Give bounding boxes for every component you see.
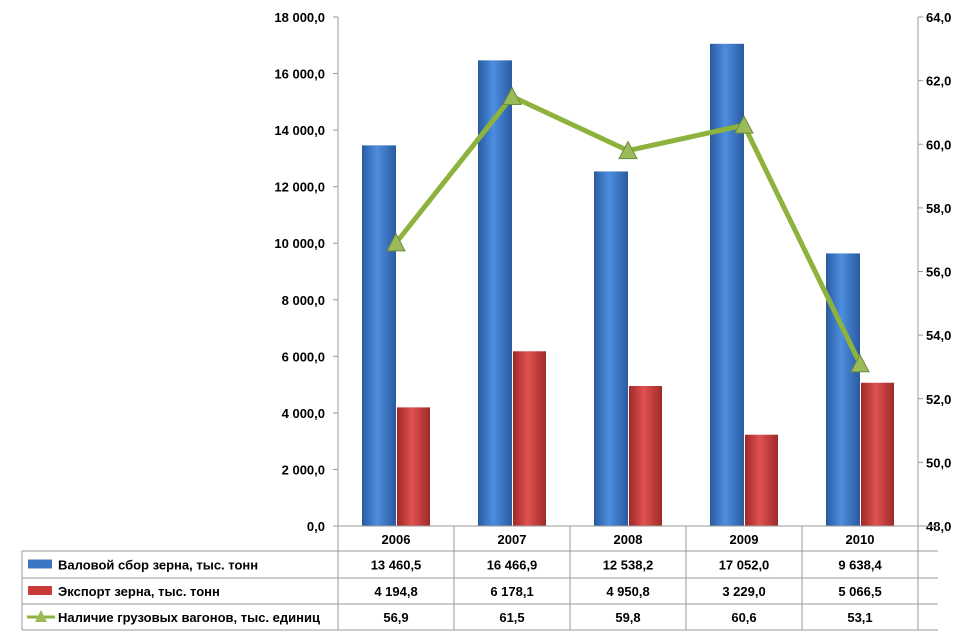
right-tick-label: 54,0 (926, 328, 951, 343)
bar-export (513, 351, 546, 526)
table-cell-value: 60,6 (731, 610, 756, 625)
right-tick-label: 50,0 (926, 455, 951, 470)
left-tick-label: 12 000,0 (274, 180, 325, 195)
table-cell-value: 17 052,0 (719, 558, 770, 573)
marker-wagons (850, 353, 870, 373)
category-label: 2006 (382, 532, 411, 547)
legend-label: Валовой сбор зерна, тыс. тонн (58, 558, 258, 573)
left-tick-label: 0,0 (307, 519, 325, 534)
legend-key-gross-harvest (28, 559, 52, 569)
left-tick-label: 16 000,0 (274, 67, 325, 82)
bar-export (629, 386, 662, 526)
category-label: 2010 (846, 532, 875, 547)
left-tick-label: 4 000,0 (282, 406, 325, 421)
legend-key-export (28, 586, 52, 595)
bar-export (861, 382, 894, 526)
right-tick-label: 48,0 (926, 519, 951, 534)
left-tick-label: 18 000,0 (274, 10, 325, 25)
table-cell-value: 6 178,1 (490, 584, 533, 599)
marker-wagons (386, 232, 406, 252)
left-tick-label: 2 000,0 (282, 462, 325, 477)
legend-label: Наличие грузовых вагонов, тыс. единиц (58, 610, 320, 625)
table-cell-value: 56,9 (383, 610, 408, 625)
table-cell-value: 5 066,5 (838, 584, 881, 599)
marker-wagons (734, 115, 754, 134)
right-tick-label: 64,0 (926, 10, 951, 25)
left-tick-label: 6 000,0 (282, 349, 325, 364)
marker-wagons (502, 86, 522, 106)
right-tick-label: 52,0 (926, 392, 951, 407)
table-cell-value: 4 950,8 (606, 584, 649, 599)
bar-gross-harvest (478, 60, 512, 526)
right-tick-label: 60,0 (926, 137, 951, 152)
legend-label: Экспорт зерна, тыс. тонн (58, 584, 220, 599)
category-label: 2009 (730, 532, 759, 547)
legend-marker-wagons (35, 610, 47, 622)
category-label: 2007 (498, 532, 527, 547)
left-tick-label: 14 000,0 (274, 123, 325, 138)
table-cell-value: 12 538,2 (603, 558, 654, 573)
marker-wagons (618, 140, 638, 160)
bar-gross-harvest (826, 253, 860, 527)
table-cell-value: 59,8 (615, 610, 640, 625)
table-cell-value: 13 460,5 (371, 558, 422, 573)
table-cell-value: 9 638,4 (838, 558, 882, 573)
table-cell-value: 4 194,8 (374, 584, 417, 599)
bar-gross-harvest (594, 171, 628, 526)
right-tick-label: 62,0 (926, 74, 951, 89)
right-tick-label: 56,0 (926, 265, 951, 280)
bar-export (745, 434, 778, 526)
left-tick-label: 8 000,0 (282, 293, 325, 308)
table-cell-value: 53,1 (847, 610, 872, 625)
table-cell-value: 16 466,9 (487, 558, 538, 573)
table-cell-value: 61,5 (499, 610, 524, 625)
left-tick-label: 10 000,0 (274, 236, 325, 251)
bar-export (397, 407, 430, 526)
bar-gross-harvest (710, 43, 744, 526)
bar-gross-harvest (362, 145, 396, 526)
category-label: 2008 (614, 532, 643, 547)
right-tick-label: 58,0 (926, 201, 951, 216)
table-cell-value: 3 229,0 (722, 584, 765, 599)
